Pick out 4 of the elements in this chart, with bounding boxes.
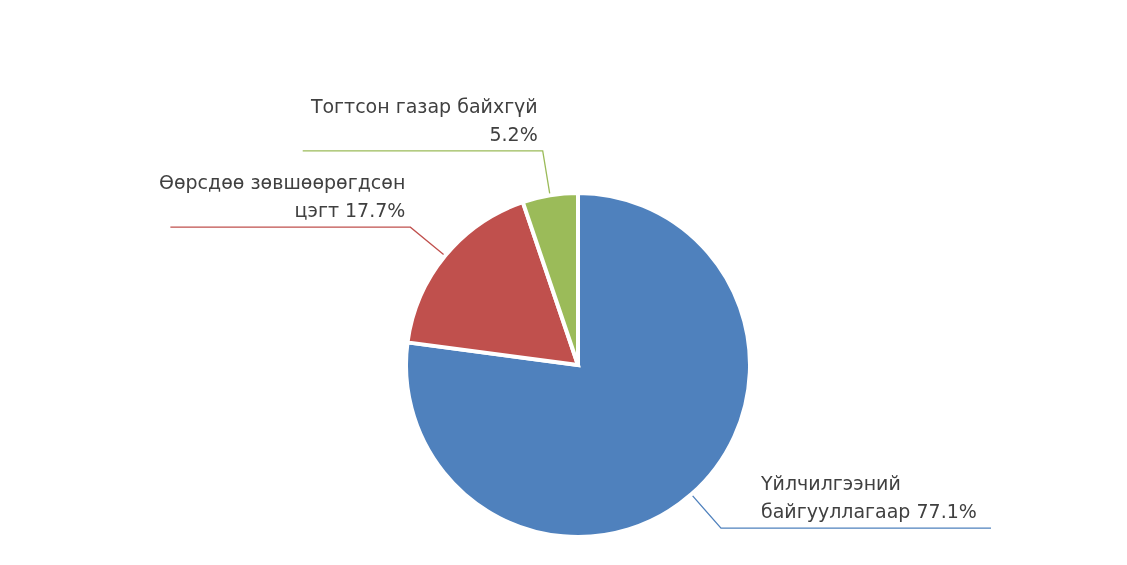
slice-label: Үйлчилгээний байгууллагаар 77.1% [759,472,977,523]
data-label: 5.2% [489,122,538,145]
slice-label: Өөрсдөө зөвшөөрөгдсөн цэгт 17.7% [158,171,406,222]
slice-label: Тогтсон газар байхгүй [309,94,538,117]
